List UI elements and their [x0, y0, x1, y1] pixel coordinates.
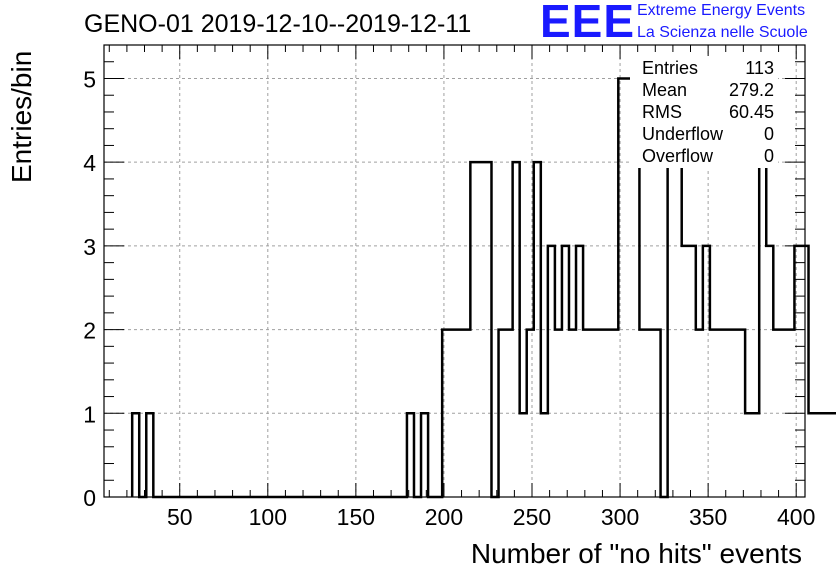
stats-row-mean: Mean 279.2 [642, 80, 774, 102]
stats-row-underflow: Underflow 0 [642, 124, 774, 146]
y-tick-label: 5 [83, 66, 96, 92]
stats-value: 113 [745, 58, 774, 78]
logo-line-1: Extreme Energy Events [637, 2, 806, 19]
x-tick-label: 350 [689, 504, 727, 530]
stats-row-rms: RMS 60.45 [642, 102, 774, 124]
stats-key: RMS [642, 102, 682, 122]
stats-key: Entries [642, 58, 699, 78]
x-tick-label: 150 [337, 504, 375, 530]
x-tick-label: 400 [777, 504, 815, 530]
stats-value: 60.45 [728, 102, 774, 122]
y-tick-label: 2 [83, 318, 96, 344]
stats-value: 0 [763, 146, 774, 166]
tick-labels: 50 100 150 200 250 300 350 400 0 1 2 3 4 5 [83, 66, 815, 530]
eee-logo: EEE [540, 0, 636, 47]
x-tick-label: 250 [513, 504, 551, 530]
stats-value: 279.2 [728, 80, 774, 100]
chart-title: GENO-01 2019-12-10--2019-12-11 [84, 10, 472, 38]
stats-value: 0 [763, 124, 774, 144]
stats-key: Mean [642, 80, 688, 100]
x-tick-label: 200 [425, 504, 463, 530]
y-tick-label: 0 [83, 485, 96, 511]
y-tick-label: 1 [83, 401, 96, 427]
stats-key: Overflow [642, 146, 714, 166]
x-axis-title: Number of "no hits" events [470, 538, 802, 569]
x-tick-label: 100 [249, 504, 287, 530]
axis-ticks [104, 45, 805, 498]
stats-row-entries: Entries 113 [642, 58, 774, 80]
y-tick-label: 3 [83, 234, 96, 260]
x-tick-label: 50 [167, 504, 193, 530]
y-axis-title: Entries/bin [6, 50, 37, 183]
x-tick-label: 300 [601, 504, 639, 530]
logo-line-2: La Scienza nelle Scuole [637, 24, 808, 41]
y-tick-label: 4 [83, 150, 96, 176]
stats-key: Underflow [642, 124, 724, 144]
stats-row-overflow: Overflow 0 [642, 146, 774, 168]
stats-box: Entries 113 Mean 279.2 RMS 60.45 Underfl… [630, 56, 778, 168]
plot-frame [103, 44, 806, 498]
